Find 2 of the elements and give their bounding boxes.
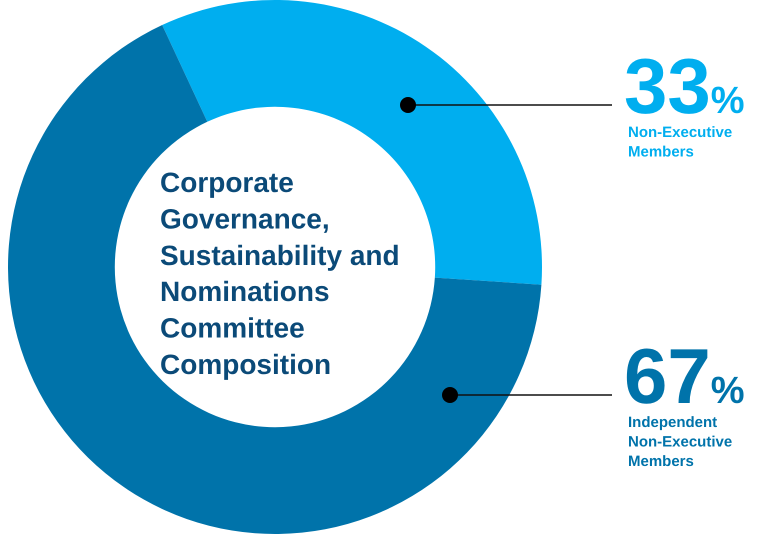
donut-slice (8, 25, 542, 534)
text: Corporate Governance, Sustainability and Nominations Committee Composition (160, 167, 400, 380)
